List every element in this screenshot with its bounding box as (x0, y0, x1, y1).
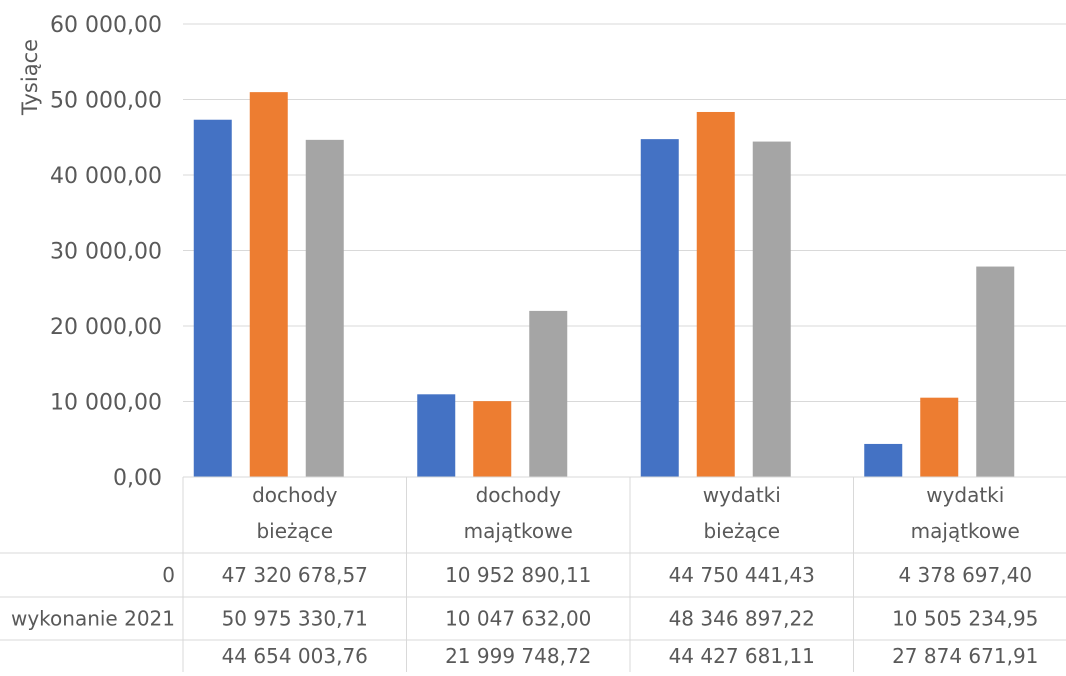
data-table-value: 50 975 330,71 (222, 607, 368, 631)
data-table-value: 10 952 890,11 (445, 563, 591, 587)
data-table-value: 21 999 748,72 (445, 644, 591, 668)
category-label: dochody (252, 483, 338, 507)
data-table-value: 47 320 678,57 (222, 563, 368, 587)
data-table-value: 10 505 234,95 (892, 607, 1038, 631)
data-table-value: 44 750 441,43 (669, 563, 815, 587)
y-tick-label: 20 000,00 (50, 315, 162, 340)
bar-3 (305, 139, 344, 477)
series-name: 0 (162, 563, 175, 587)
category-label: wydatki (926, 483, 1004, 507)
bar-2 (696, 111, 735, 477)
category-label: majątkowe (464, 519, 573, 543)
data-table-value: 44 427 681,11 (669, 644, 815, 668)
bar-2 (249, 92, 288, 477)
bar-1 (193, 119, 232, 477)
data-table-value: 44 654 003,76 (222, 644, 368, 668)
y-tick-label: 10 000,00 (50, 391, 162, 416)
y-tick-label: 40 000,00 (50, 164, 162, 189)
bar-1 (417, 394, 456, 477)
bar-1 (864, 443, 903, 477)
data-table-value: 4 378 697,40 (898, 563, 1032, 587)
bar-2 (920, 397, 959, 477)
y-tick-label: 60 000,00 (50, 13, 162, 38)
category-label: bieżące (703, 519, 780, 543)
bar-1 (640, 139, 679, 478)
data-table-value: 10 047 632,00 (445, 607, 591, 631)
data-table-value: 27 874 671,91 (892, 644, 1038, 668)
y-tick-label: 30 000,00 (50, 240, 162, 265)
data-table-value: 48 346 897,22 (669, 607, 815, 631)
series-name: wykonanie 2021 (11, 607, 175, 631)
y-tick-label: 50 000,00 (50, 89, 162, 114)
category-label: bieżące (256, 519, 333, 543)
bar-3 (976, 266, 1015, 477)
y-tick-label: 0,00 (113, 466, 162, 491)
bar-3 (529, 310, 568, 477)
bar-3 (752, 141, 791, 477)
category-label: dochody (476, 483, 562, 507)
bar-2 (473, 401, 512, 477)
category-label: majątkowe (911, 519, 1020, 543)
y-axis-label: Tysiące (18, 39, 42, 116)
category-label: wydatki (703, 483, 781, 507)
